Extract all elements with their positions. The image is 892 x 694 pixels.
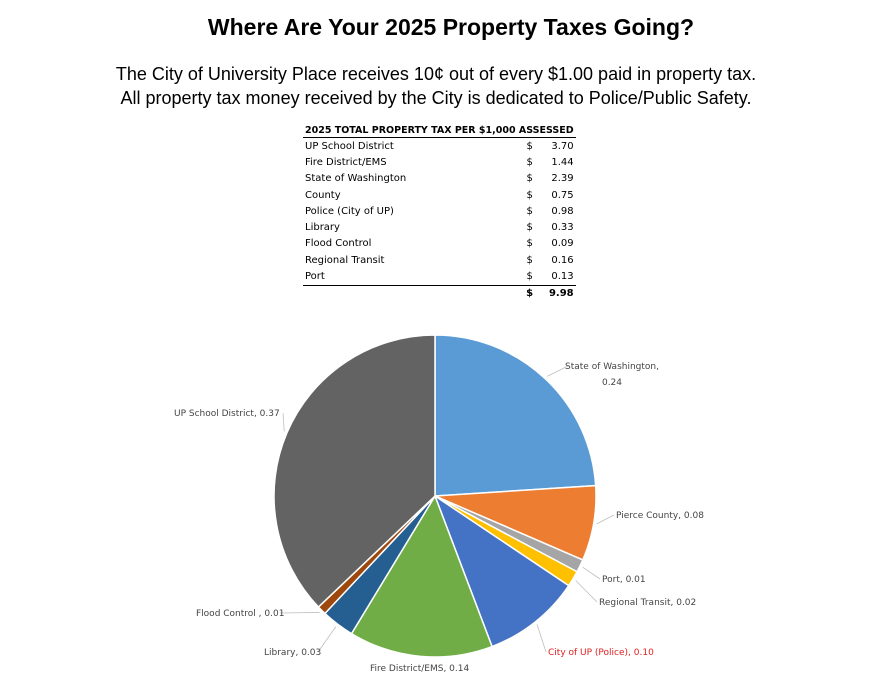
table-header: 2025 TOTAL PROPERTY TAX PER $1,000 ASSES…: [303, 123, 576, 138]
page-title: Where Are Your 2025 Property Taxes Going…: [207, 14, 695, 40]
data-label: Fire District/EMS, 0.14: [370, 664, 469, 674]
row-label: Flood Control: [305, 238, 372, 250]
table-row: UP School District $3.70: [303, 138, 576, 155]
table-row: Library $0.33: [303, 219, 576, 235]
data-label-state-of-washington: State of Washington, 0.24: [565, 362, 659, 388]
row-value: 0.33: [551, 222, 574, 234]
currency-symbol: $: [526, 189, 533, 201]
leader-line: [536, 624, 547, 653]
data-label: Port, 0.01: [602, 575, 646, 585]
row-label: State of Washington: [305, 173, 407, 185]
currency-symbol: $: [526, 156, 533, 168]
table-row: County $0.75: [303, 187, 576, 203]
table-row: State of Washington $2.39: [303, 171, 576, 187]
leader-line: [546, 365, 569, 377]
data-label: Pierce County, 0.08: [616, 511, 704, 521]
table-row: Regional Transit $0.16: [303, 252, 576, 268]
currency-symbol: $: [526, 140, 533, 152]
row-label: Regional Transit: [305, 254, 385, 266]
table-row: Port $0.13: [303, 268, 576, 286]
table-row: Police (City of UP) $0.98: [303, 203, 576, 219]
leader-line: [596, 514, 615, 525]
currency-symbol: $: [526, 238, 533, 250]
table-row: Flood Control $0.09: [303, 236, 576, 252]
total-row: $9.98: [303, 285, 576, 302]
pie-slice-state-of-washington: [434, 334, 597, 497]
row-label: UP School District: [305, 140, 394, 152]
row-value: 1.44: [551, 156, 574, 168]
row-value: 0.13: [541, 268, 576, 286]
row-value: 0.09: [551, 238, 574, 250]
row-label: County: [305, 189, 341, 201]
leader-line: [282, 412, 285, 432]
currency-symbol: $: [526, 254, 533, 266]
currency-symbol: $: [526, 288, 534, 300]
subtitle-line-2: All property tax money received by the C…: [120, 88, 752, 108]
tax-table: 2025 TOTAL PROPERTY TAX PER $1,000 ASSES…: [303, 123, 576, 302]
row-label: Fire District/EMS: [305, 156, 387, 168]
currency-symbol: $: [526, 222, 533, 234]
row-label: Library: [305, 222, 340, 234]
row-value: 0.16: [551, 254, 574, 266]
pie-slice-fire-district-ems: [350, 494, 494, 658]
currency-symbol: $: [526, 173, 533, 185]
row-label: Police (City of UP): [305, 205, 394, 217]
table-row: Fire District/EMS $1.44: [303, 154, 576, 170]
currency-symbol: $: [526, 205, 533, 217]
pie-slice-city-of-up-police-: [433, 494, 570, 648]
leader-line: [317, 626, 337, 653]
pie-slice-up-school-district: [273, 334, 436, 609]
data-label: City of UP (Police), 0.10: [548, 648, 654, 658]
leader-line: [279, 612, 320, 614]
leader-line: [582, 566, 601, 580]
data-label: Regional Transit, 0.02: [599, 598, 696, 608]
data-label: UP School District, 0.37: [174, 409, 280, 419]
row-value: 0.75: [551, 189, 574, 201]
row-label: Port: [303, 268, 518, 286]
data-label: Library, 0.03: [264, 648, 321, 658]
total-value: 9.98: [548, 288, 574, 300]
subtitle-line-1: The City of University Place receives 10…: [115, 64, 757, 84]
row-value: 3.70: [551, 140, 574, 152]
data-label: Flood Control , 0.01: [196, 609, 284, 619]
leader-line: [575, 580, 598, 603]
row-value: 0.98: [551, 205, 574, 217]
row-value: 2.39: [551, 173, 574, 185]
currency-symbol: $: [517, 268, 542, 286]
